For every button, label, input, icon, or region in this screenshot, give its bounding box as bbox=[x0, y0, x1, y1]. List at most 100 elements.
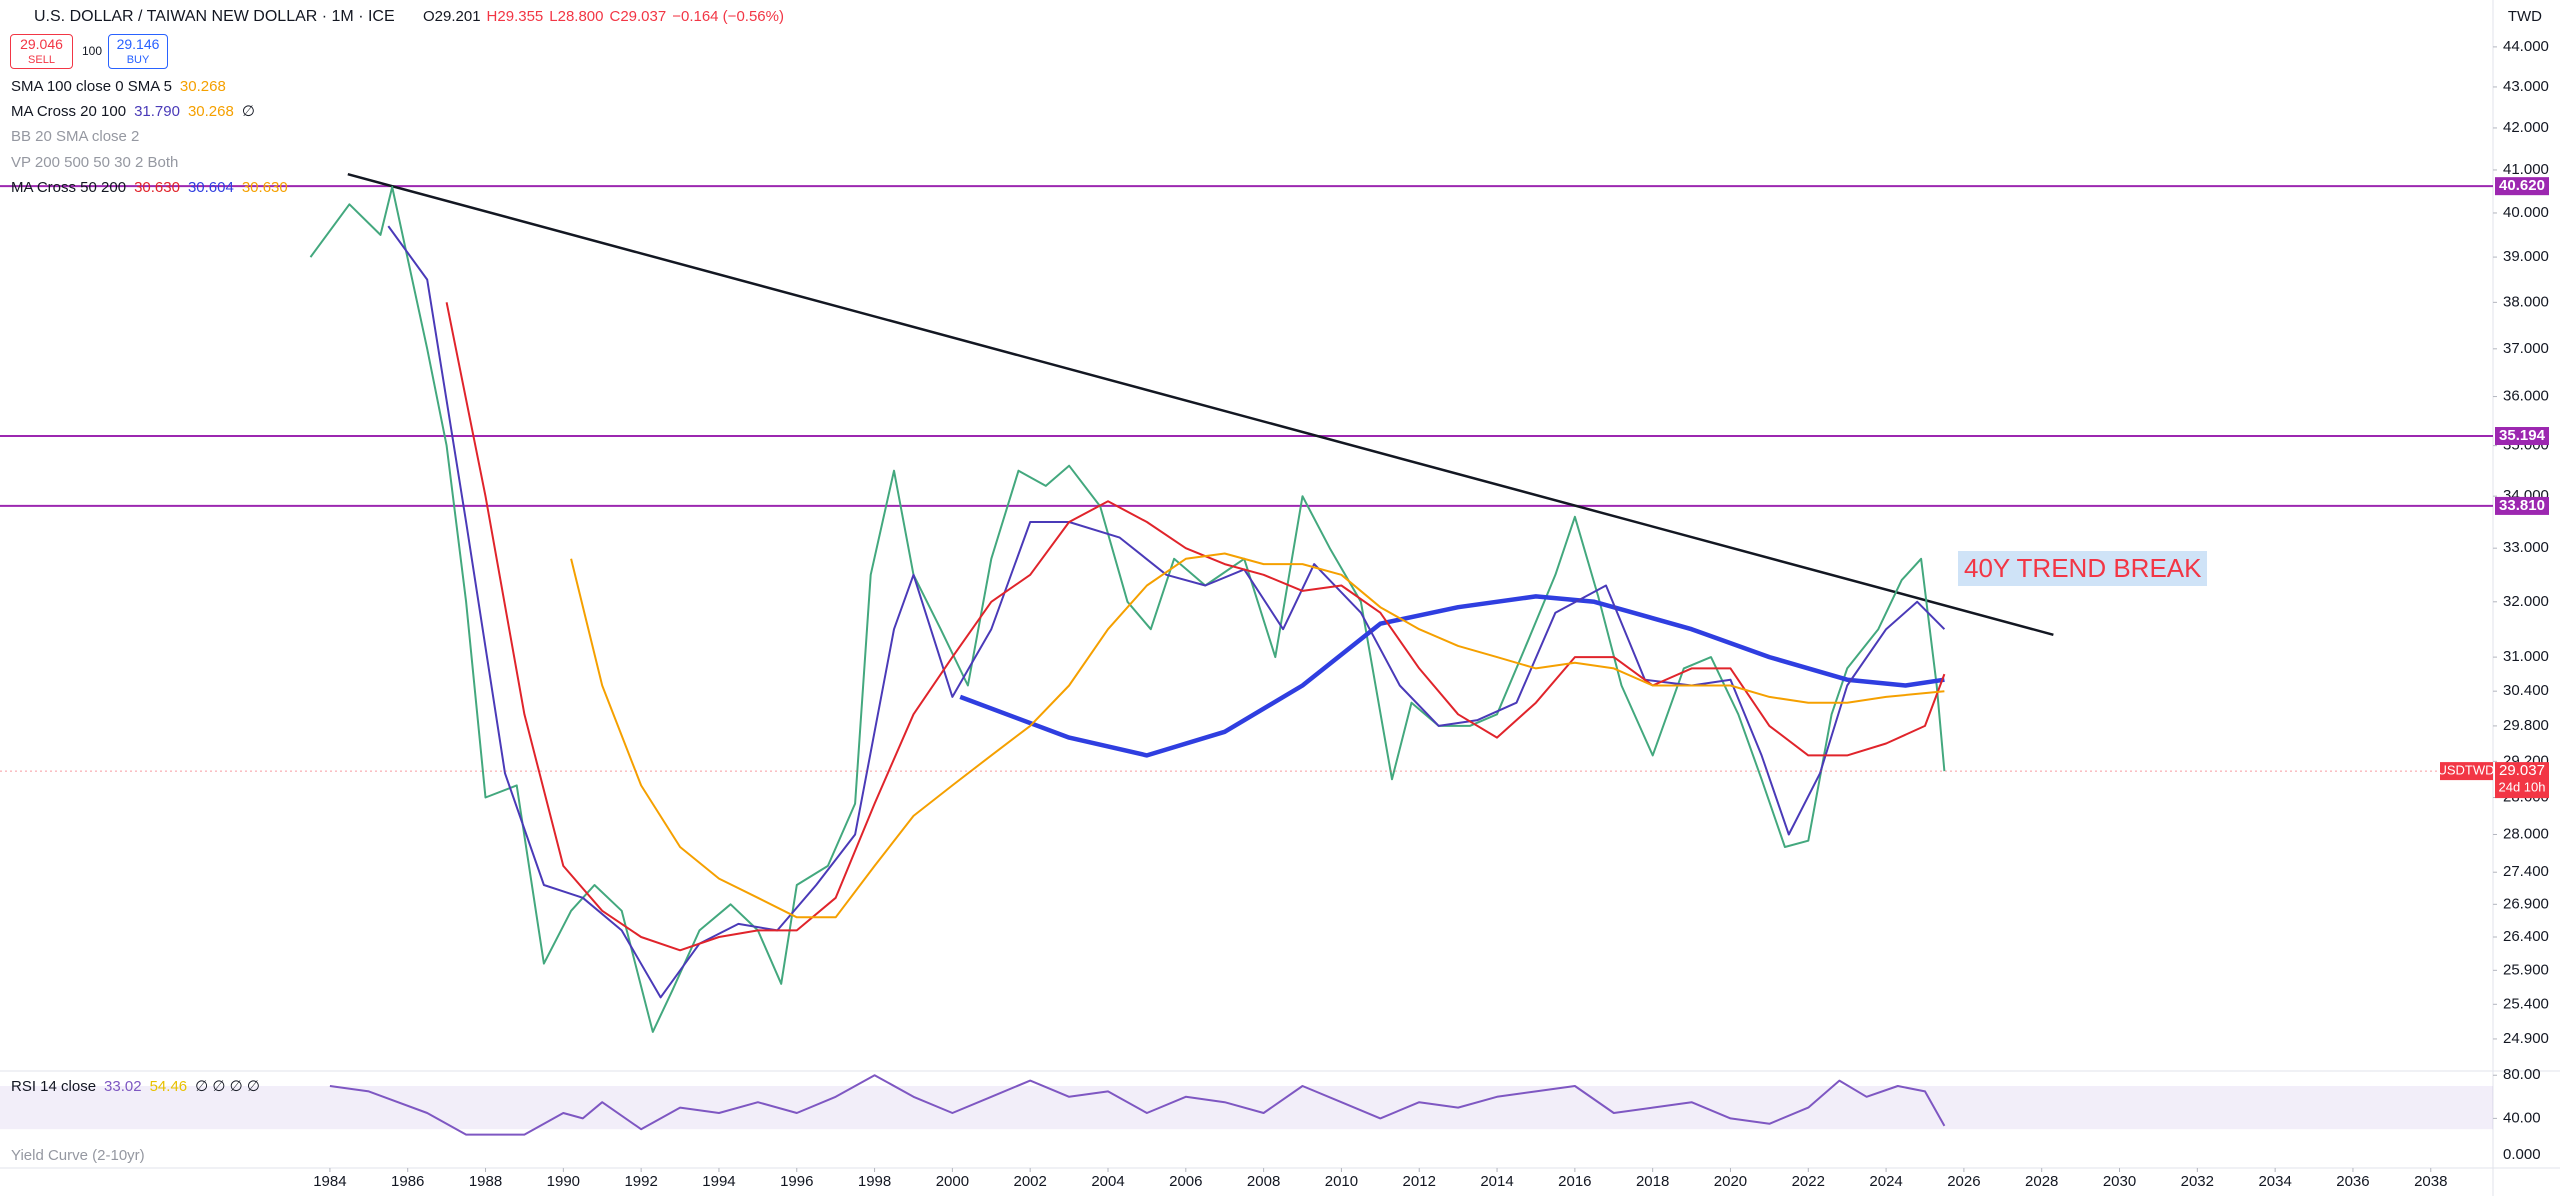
x-tick-label: 2000 bbox=[936, 1173, 969, 1190]
indicator-label: VP 200 500 50 30 2 Both bbox=[11, 154, 179, 171]
y-tick-label: 42.000 bbox=[2503, 119, 2549, 136]
x-tick-label: 1994 bbox=[702, 1173, 735, 1190]
x-tick-label: 2030 bbox=[2103, 1173, 2136, 1190]
y-tick-label: 25.400 bbox=[2503, 995, 2549, 1012]
indicator-value: ∅ bbox=[241, 103, 255, 120]
ohlc-value: L28.800 bbox=[549, 8, 604, 25]
indicator-row: BB 20 SMA close 2 bbox=[11, 128, 139, 145]
y-tick-label: 39.000 bbox=[2503, 248, 2549, 265]
indicator-value: 30.268 bbox=[187, 103, 234, 120]
countdown: 24d 10h bbox=[2499, 780, 2546, 795]
indicator-value: 31.790 bbox=[134, 103, 180, 120]
x-tick-label: 2026 bbox=[1947, 1173, 1980, 1190]
x-tick-label: 2024 bbox=[1869, 1173, 1902, 1190]
y-tick-label: 37.000 bbox=[2503, 340, 2549, 357]
y-tick-label: 44.000 bbox=[2503, 38, 2549, 55]
x-tick-label: 2038 bbox=[2414, 1173, 2447, 1190]
y-tick-label: 43.000 bbox=[2503, 78, 2549, 95]
indicator-value: 30.604 bbox=[187, 179, 234, 196]
y-tick-label: 36.000 bbox=[2503, 388, 2549, 405]
indicator-label: RSI 14 close bbox=[11, 1078, 97, 1095]
quantity[interactable]: 100 bbox=[82, 44, 103, 58]
indicator-row: RSI 14 close 33.02 54.46 ∅ ∅ ∅ ∅ bbox=[11, 1077, 260, 1095]
x-tick-label: 2016 bbox=[1558, 1173, 1591, 1190]
x-tick-label: 2006 bbox=[1169, 1173, 1202, 1190]
x-tick-label: 2034 bbox=[2258, 1173, 2291, 1190]
annotation[interactable]: 40Y TREND BREAK bbox=[1958, 551, 2208, 586]
y-tick-label: 41.000 bbox=[2503, 161, 2549, 178]
level-label: 40.620 bbox=[2499, 177, 2545, 194]
ma-line bbox=[959, 594, 1945, 758]
ohlc: O29.201 H29.355 L28.800 C29.037 −0.164 (−0.5… bbox=[423, 8, 790, 25]
level-label: 35.194 bbox=[2499, 427, 2546, 444]
y-tick-label: 33.000 bbox=[2503, 539, 2549, 556]
ma-line bbox=[445, 302, 1946, 952]
y-tick-label: 29.800 bbox=[2503, 717, 2549, 734]
y-tick-label: 30.400 bbox=[2503, 682, 2549, 699]
buy-label: BUY bbox=[126, 54, 150, 66]
y-tick-label: 25.900 bbox=[2503, 961, 2549, 978]
indicator-row: MA Cross 50 200 30.630 30.604 30.630 bbox=[11, 179, 288, 196]
x-tick-label: 2010 bbox=[1325, 1173, 1358, 1190]
y-tick-label: 27.400 bbox=[2503, 863, 2549, 880]
indicator-value: 33.02 bbox=[104, 1078, 142, 1095]
x-tick-label: 2018 bbox=[1636, 1173, 1669, 1190]
y-tick-label: 32.000 bbox=[2503, 593, 2549, 610]
y-tick-label: 26.400 bbox=[2503, 928, 2549, 945]
y-tick-label: 40.00 bbox=[2503, 1109, 2541, 1126]
level-label-bg bbox=[2495, 427, 2549, 446]
indicator-label: BB 20 SMA close 2 bbox=[11, 128, 140, 145]
sell-label: SELL bbox=[28, 54, 55, 66]
x-tick-label: 2004 bbox=[1091, 1173, 1124, 1190]
level-label: 33.810 bbox=[2499, 497, 2545, 514]
indicator-label: MA Cross 20 100 bbox=[11, 103, 127, 120]
last-name: USDTWD bbox=[2437, 763, 2494, 778]
ma-line bbox=[570, 552, 1945, 919]
rsi-line bbox=[329, 1074, 1946, 1136]
x-tick-label: 1990 bbox=[547, 1173, 580, 1190]
indicator-value: 30.630 bbox=[241, 179, 288, 196]
currency[interactable]: TWD bbox=[2507, 8, 2542, 25]
last-name-bg bbox=[2440, 762, 2493, 781]
symbol-title[interactable]: U.S. DOLLAR / TAIWAN NEW DOLLAR · 1M · I… bbox=[34, 8, 395, 25]
indicator-label: MA Cross 50 200 bbox=[11, 179, 127, 196]
last-price: 29.037 bbox=[2499, 762, 2545, 779]
y-tick-label: 0.000 bbox=[2503, 1146, 2541, 1163]
x-tick-label: 1988 bbox=[469, 1173, 502, 1190]
indicator-row: Yield Curve (2-10yr) bbox=[11, 1147, 145, 1164]
y-tick-label: 38.000 bbox=[2503, 293, 2549, 310]
x-tick-label: 2032 bbox=[2181, 1173, 2214, 1190]
x-tick-label: 2036 bbox=[2336, 1173, 2369, 1190]
ohlc-value: C29.037 bbox=[609, 8, 667, 25]
buy-price: 29.146 bbox=[116, 36, 160, 52]
sell-price: 29.046 bbox=[20, 36, 63, 52]
indicator-row: VP 200 500 50 30 2 Both bbox=[11, 154, 178, 171]
indicator-value: 30.268 bbox=[179, 78, 226, 95]
x-tick-label: 2028 bbox=[2025, 1173, 2058, 1190]
sell-button[interactable]: 29.046 SELL bbox=[10, 34, 73, 69]
x-tick-label: 1996 bbox=[780, 1173, 813, 1190]
x-tick-label: 1998 bbox=[858, 1173, 891, 1190]
indicator-label: SMA 100 close 0 SMA 5 bbox=[11, 78, 172, 95]
x-tick-label: 1986 bbox=[391, 1173, 424, 1190]
x-tick-label: 2022 bbox=[1792, 1173, 1825, 1190]
y-tick-label: 28.000 bbox=[2503, 825, 2549, 842]
level-label-bg bbox=[2495, 496, 2549, 515]
x-tick-label: 1984 bbox=[313, 1173, 346, 1190]
ohlc-value: H29.355 bbox=[486, 8, 544, 25]
last-price-bg bbox=[2495, 762, 2549, 799]
trend-line bbox=[347, 172, 2054, 636]
x-tick-label: 1992 bbox=[624, 1173, 657, 1190]
indicator-row: MA Cross 20 100 31.790 30.268 ∅ bbox=[11, 102, 255, 120]
x-tick-label: 2020 bbox=[1714, 1173, 1747, 1190]
indicator-value: ∅ ∅ ∅ ∅ bbox=[195, 1078, 260, 1095]
indicator-row: SMA 100 close 0 SMA 5 30.268 bbox=[11, 78, 226, 95]
x-tick-label: 2012 bbox=[1403, 1173, 1436, 1190]
ohlc-value: −0.164 (−0.56%) bbox=[672, 8, 784, 25]
x-tick-label: 2014 bbox=[1480, 1173, 1513, 1190]
y-tick-label: 31.000 bbox=[2503, 648, 2549, 665]
x-tick-label: 2002 bbox=[1014, 1173, 1047, 1190]
buy-button[interactable]: 29.146 BUY bbox=[108, 34, 168, 69]
